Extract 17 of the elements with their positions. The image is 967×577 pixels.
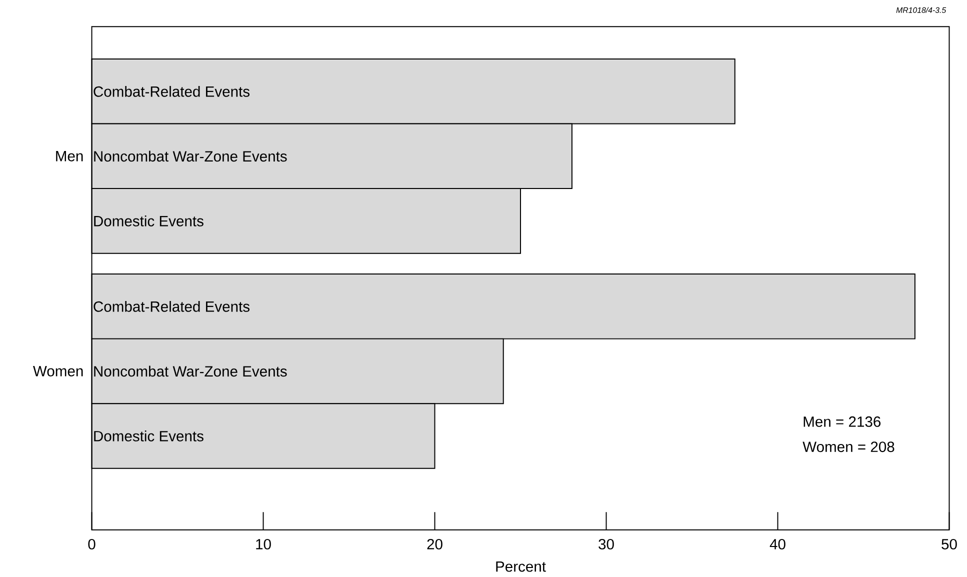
x-axis-title: Percent	[496, 562, 546, 572]
annotation: Men = 2136	[804, 416, 881, 428]
annotation: Women = 208	[802, 442, 894, 452]
x-tick-label: 50	[942, 539, 957, 550]
x-tick-label: 30	[598, 539, 614, 550]
y-tick-label: Noncombat War-Zone Events	[94, 150, 287, 162]
x-tick-label: 40	[770, 539, 786, 550]
x-tick-label: 10	[256, 539, 271, 550]
y-tick-label: Noncombat War-Zone Events	[94, 366, 287, 377]
y-tick-label: Domestic Events	[94, 430, 204, 442]
y-tick-label: Combat-Related Events	[94, 301, 250, 312]
x-tick-label: 0	[88, 539, 96, 550]
y-tick-label: Domestic Events	[94, 216, 204, 227]
text: Women	[33, 366, 83, 376]
text: Men	[56, 151, 83, 162]
x-tick-label: 20	[427, 539, 442, 550]
y-tick-label: Combat-Related Events	[94, 86, 250, 97]
